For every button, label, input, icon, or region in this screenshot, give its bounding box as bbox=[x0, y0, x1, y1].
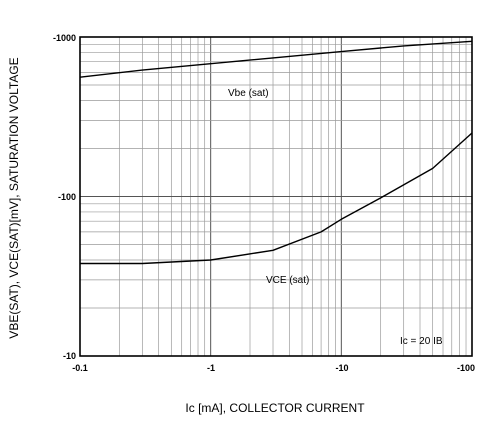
series-label-vce: VCE (sat) bbox=[266, 275, 309, 286]
series-lines bbox=[79, 40, 473, 265]
plot-frame bbox=[79, 36, 473, 357]
condition-annotation: Ic = 20 IB bbox=[400, 336, 443, 347]
x-tick-label: -10 bbox=[335, 363, 348, 373]
x-axis-title: Ic [mA], COLLECTOR CURRENT bbox=[185, 401, 365, 415]
series-line-vce-sat bbox=[80, 132, 473, 265]
y-tick-label: -1000 bbox=[53, 33, 76, 43]
x-tick-label: -100 bbox=[457, 363, 475, 373]
y-tick-label: -100 bbox=[58, 192, 76, 202]
x-tick-label: -0.1 bbox=[72, 363, 88, 373]
y-axis-title: VBE(SAT), VCE(SAT)[mV], SATURATION VOLTA… bbox=[7, 57, 21, 338]
series-line-vbe-sat bbox=[79, 40, 473, 78]
y-tick-label: -10 bbox=[63, 351, 76, 361]
series-label-vbe: Vbe (sat) bbox=[228, 88, 269, 99]
x-tick-label: -1 bbox=[207, 363, 215, 373]
grid-lines bbox=[79, 37, 472, 357]
